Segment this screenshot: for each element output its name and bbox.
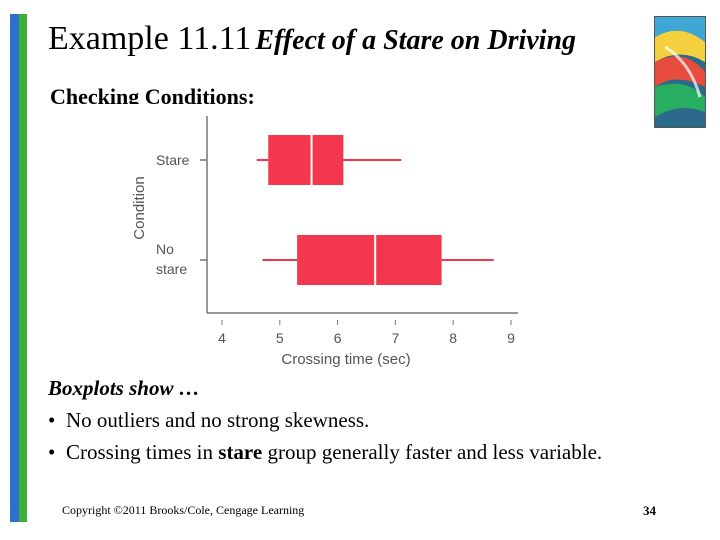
- accent-bar-blue: [10, 14, 19, 522]
- x-axis-label: Crossing time (sec): [281, 351, 410, 368]
- copyright-footer: Copyright ©2011 Brooks/Cole, Cengage Lea…: [62, 503, 305, 517]
- swirl-graphic: [655, 17, 705, 127]
- y-axis-label: Condition: [131, 176, 148, 239]
- x-tick-label: 4: [218, 330, 226, 346]
- bullet-item-2: • Crossing times in stare group generally…: [48, 436, 602, 468]
- x-tick-label: 5: [276, 330, 284, 346]
- x-tick-label: 7: [392, 330, 400, 346]
- bullet-2-text-end: group generally faster and less variable…: [262, 440, 603, 464]
- accent-bar-green: [19, 14, 27, 522]
- bullet-2-emphasis: stare: [218, 440, 263, 464]
- bullet-1-text: No outliers and no strong skewness.: [66, 408, 370, 432]
- y-category-label: No: [156, 241, 174, 257]
- box-iqr: [268, 135, 344, 185]
- slide-title: Example 11.11 Effect of a Stare on Drivi…: [48, 20, 576, 58]
- bullet-marker: •: [48, 408, 56, 432]
- y-category-label: Stare: [156, 152, 190, 168]
- decorative-swirl-image: [654, 16, 706, 128]
- x-tick-label: 8: [449, 330, 457, 346]
- bullet-item-1: • No outliers and no strong skewness.: [48, 404, 602, 436]
- bullet-marker: •: [48, 440, 56, 464]
- x-tick-label: 6: [334, 330, 342, 346]
- notes-block: Boxplots show … • No outliers and no stro…: [48, 372, 602, 468]
- notes-heading: Boxplots show …: [48, 376, 200, 400]
- boxplot-chart: Condition Crossing time (sec) 4 5 6 7 8 9 Sta…: [131, 116, 518, 368]
- section-heading: Checking Conditions:: [50, 84, 255, 104]
- box-iqr: [297, 235, 442, 285]
- x-tick-label: 9: [507, 330, 515, 346]
- y-category-label: stare: [156, 261, 187, 277]
- title-subtitle: Effect of a Stare on Driving: [255, 25, 577, 56]
- title-number: Example 11.11: [48, 20, 252, 57]
- page-number: 34: [643, 503, 656, 518]
- bullet-2-text-start: Crossing times in: [66, 440, 219, 464]
